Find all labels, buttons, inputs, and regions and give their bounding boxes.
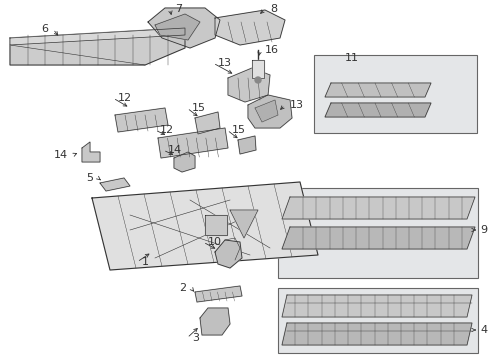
Polygon shape — [174, 152, 195, 172]
Text: 13: 13 — [289, 100, 304, 110]
Text: 2: 2 — [179, 283, 185, 293]
Text: 9: 9 — [479, 225, 486, 235]
Text: 1: 1 — [142, 257, 149, 267]
Text: 7: 7 — [175, 4, 182, 14]
Text: 11: 11 — [345, 53, 358, 63]
Polygon shape — [195, 112, 220, 134]
Bar — [278, 288, 477, 353]
Text: 12: 12 — [160, 125, 174, 135]
Polygon shape — [82, 142, 100, 162]
Polygon shape — [92, 182, 317, 270]
Polygon shape — [155, 14, 200, 40]
Polygon shape — [282, 197, 474, 219]
Polygon shape — [200, 308, 229, 335]
Polygon shape — [158, 128, 227, 158]
Polygon shape — [115, 108, 168, 132]
Polygon shape — [254, 100, 278, 122]
Polygon shape — [10, 28, 184, 45]
Polygon shape — [195, 286, 242, 302]
Text: 6: 6 — [41, 24, 48, 34]
Polygon shape — [100, 178, 130, 191]
Polygon shape — [215, 240, 242, 268]
Polygon shape — [251, 60, 264, 78]
Polygon shape — [227, 68, 269, 102]
Text: 3: 3 — [192, 333, 199, 343]
Polygon shape — [247, 95, 291, 128]
Polygon shape — [148, 8, 220, 48]
Text: 15: 15 — [192, 103, 205, 113]
Polygon shape — [282, 295, 471, 317]
Polygon shape — [238, 136, 256, 154]
Text: 14: 14 — [168, 145, 182, 155]
Text: 12: 12 — [118, 93, 132, 103]
Text: 13: 13 — [218, 58, 231, 68]
Polygon shape — [282, 323, 471, 345]
Polygon shape — [325, 83, 430, 97]
Text: 15: 15 — [231, 125, 245, 135]
Text: 8: 8 — [269, 4, 277, 14]
Text: 5: 5 — [86, 173, 93, 183]
Circle shape — [254, 77, 261, 83]
Polygon shape — [282, 227, 474, 249]
Bar — [313, 55, 476, 133]
Text: 16: 16 — [264, 45, 279, 55]
Polygon shape — [215, 10, 285, 45]
Polygon shape — [229, 210, 258, 238]
Text: 14: 14 — [54, 150, 68, 160]
Text: 4: 4 — [479, 325, 486, 335]
Polygon shape — [10, 28, 184, 65]
Polygon shape — [204, 215, 226, 235]
Polygon shape — [325, 103, 430, 117]
Text: 10: 10 — [207, 237, 222, 247]
Bar — [278, 188, 477, 278]
